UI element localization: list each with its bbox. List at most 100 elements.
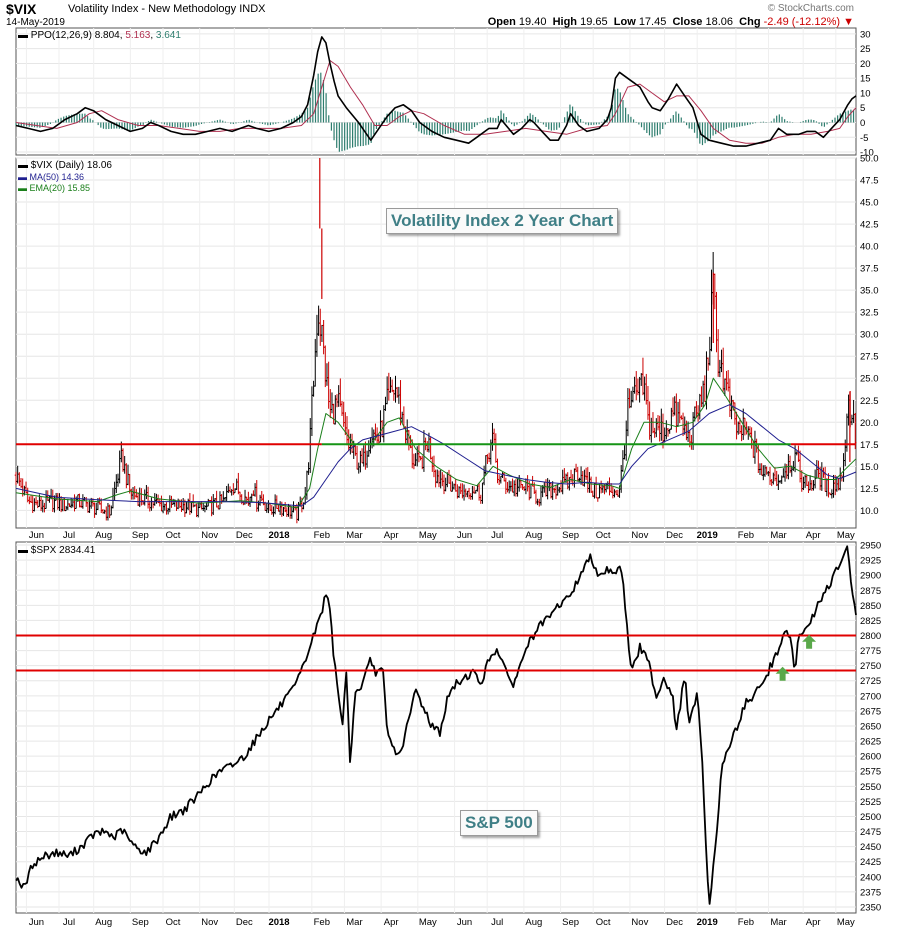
vix-y-tick-label: 40.0 bbox=[860, 242, 879, 253]
ema20-legend-swatch: ▬ bbox=[18, 183, 27, 193]
spx-x-tick-label: Apr bbox=[384, 917, 399, 928]
vix-x-tick-label: Dec bbox=[666, 530, 683, 541]
ppo-line bbox=[15, 36, 857, 147]
spx-y-tick-label: 2575 bbox=[860, 767, 881, 778]
vix-x-tick-label: May bbox=[419, 530, 437, 541]
spx-y-tick-label: 2625 bbox=[860, 737, 881, 748]
vix-x-tick-label: Jul bbox=[491, 530, 503, 541]
ppo-legend-histogram: 3.641 bbox=[155, 30, 181, 41]
ma50-legend-label: MA(50) 14.36 bbox=[29, 172, 85, 182]
green-up-arrow-icon bbox=[802, 634, 817, 649]
spx-x-tick-label: Oct bbox=[596, 917, 611, 928]
vix-x-tick-label: Apr bbox=[806, 530, 821, 541]
vix-x-tick-label: Mar bbox=[770, 530, 786, 541]
spx-legend-swatch: ▬ bbox=[18, 545, 28, 556]
vix-x-tick-label: Dec bbox=[236, 530, 253, 541]
spx-x-tick-label: Mar bbox=[346, 917, 362, 928]
vix-x-tick-label: Feb bbox=[314, 530, 330, 541]
spx-y-tick-label: 2425 bbox=[860, 857, 881, 868]
spx-y-tick-label: 2600 bbox=[860, 752, 881, 763]
vix-x-tick-label: Jul bbox=[63, 530, 75, 541]
spx-legend-value: 2834.41 bbox=[59, 545, 96, 556]
watermark: © StockCharts.com bbox=[767, 3, 854, 14]
spx-legend: ▬ $SPX 2834.41 bbox=[18, 545, 95, 556]
close-label: Close bbox=[672, 16, 703, 28]
open-label: Open bbox=[487, 16, 516, 28]
ma50-legend: ▬ MA(50) 14.36 bbox=[18, 172, 84, 182]
vix-x-tick-label: Jun bbox=[29, 530, 44, 541]
ohlc-readout: Open 19.40 High 19.65 Low 17.45 Close 18… bbox=[488, 16, 854, 28]
ppo-y-tick-label: 5 bbox=[860, 103, 865, 114]
vix-y-tick-label: 17.5 bbox=[860, 440, 879, 451]
spx-x-tick-label: Dec bbox=[236, 917, 253, 928]
vix-x-tick-label: Sep bbox=[132, 530, 149, 541]
spx-x-tick-label: Dec bbox=[666, 917, 683, 928]
spx-x-tick-label: Jun bbox=[29, 917, 44, 928]
vix-y-tick-label: 15.0 bbox=[860, 462, 879, 473]
spx-y-tick-label: 2550 bbox=[860, 782, 881, 793]
spx-y-tick-label: 2750 bbox=[860, 661, 881, 672]
spx-legend-name: $SPX bbox=[30, 545, 57, 556]
spx-y-tick-label: 2475 bbox=[860, 827, 881, 838]
spx-x-tick-label: Feb bbox=[738, 917, 754, 928]
spx-y-tick-label: 2825 bbox=[860, 616, 881, 627]
spx-x-tick-label: Sep bbox=[562, 917, 579, 928]
spx-x-tick-label: Nov bbox=[201, 917, 218, 928]
vix-y-tick-label: 22.5 bbox=[860, 396, 879, 407]
vix-x-tick-label: Oct bbox=[166, 530, 181, 541]
ppo-y-tick-label: 10 bbox=[860, 88, 871, 99]
ppo-y-tick-label: 20 bbox=[860, 59, 871, 70]
vix-chart-title-box: Volatility Index 2 Year Chart bbox=[386, 208, 619, 234]
spx-x-tick-label: Apr bbox=[806, 917, 821, 928]
spx-y-tick-label: 2500 bbox=[860, 812, 881, 823]
symbol-title: $VIX bbox=[6, 1, 37, 17]
vix-legend: ▬ $VIX (Daily) 18.06 bbox=[18, 160, 112, 171]
vix-x-tick-label: Nov bbox=[631, 530, 648, 541]
spx-y-tick-label: 2700 bbox=[860, 691, 881, 702]
spx-x-tick-label: May bbox=[837, 917, 855, 928]
chg-label: Chg bbox=[739, 16, 761, 28]
spx-y-tick-label: 2525 bbox=[860, 797, 881, 808]
ppo-y-tick-label: 30 bbox=[860, 29, 871, 40]
spx-x-tick-label: Jul bbox=[491, 917, 503, 928]
spx-x-tick-label: Nov bbox=[631, 917, 648, 928]
spx-x-tick-label: Mar bbox=[770, 917, 786, 928]
vix-legend-value: 18.06 bbox=[86, 160, 112, 171]
vix-y-tick-label: 30.0 bbox=[860, 330, 879, 341]
spx-y-tick-label: 2875 bbox=[860, 586, 881, 597]
vix-x-tick-label: Aug bbox=[95, 530, 112, 541]
vix-y-tick-label: 10.0 bbox=[860, 506, 879, 517]
spx-y-tick-label: 2900 bbox=[860, 571, 881, 582]
spx-x-tick-label: Aug bbox=[95, 917, 112, 928]
ppo-y-tick-label: -5 bbox=[860, 133, 868, 144]
ppo-legend-signal: 5.163 bbox=[125, 30, 151, 41]
spx-y-tick-label: 2675 bbox=[860, 706, 881, 717]
vix-x-tick-label: Feb bbox=[738, 530, 754, 541]
close-value: 18.06 bbox=[705, 16, 734, 28]
vix-x-tick-label: Apr bbox=[384, 530, 399, 541]
ppo-y-tick-label: 15 bbox=[860, 74, 871, 85]
spx-y-tick-label: 2950 bbox=[860, 541, 881, 552]
spx-x-tick-label: Jul bbox=[63, 917, 75, 928]
high-value: 19.65 bbox=[580, 16, 608, 28]
ppo-panel-frame bbox=[15, 27, 857, 156]
spx-x-tick-label: Aug bbox=[525, 917, 542, 928]
vix-y-tick-label: 27.5 bbox=[860, 352, 879, 363]
vix-x-tick-label: Oct bbox=[596, 530, 611, 541]
ppo-y-tick-label: 0 bbox=[860, 118, 865, 129]
low-label: Low bbox=[613, 16, 636, 28]
vix-x-tick-label: Mar bbox=[346, 530, 362, 541]
low-value: 17.45 bbox=[638, 16, 667, 28]
vix-legend-swatch: ▬ bbox=[18, 160, 28, 171]
vix-y-tick-label: 32.5 bbox=[860, 308, 879, 319]
spx-y-tick-label: 2400 bbox=[860, 872, 881, 883]
vix-y-tick-label: 47.5 bbox=[860, 176, 879, 187]
chg-down-icon: ▼ bbox=[843, 16, 854, 28]
vix-x-tick-label: Nov bbox=[201, 530, 218, 541]
spx-y-tick-label: 2775 bbox=[860, 646, 881, 657]
vix-x-tick-label: Aug bbox=[525, 530, 542, 541]
ppo-legend: ▬ PPO(12,26,9) 8.804, 5.163, 3.641 bbox=[18, 30, 181, 41]
ppo-legend-value: 8.804 bbox=[94, 30, 120, 41]
